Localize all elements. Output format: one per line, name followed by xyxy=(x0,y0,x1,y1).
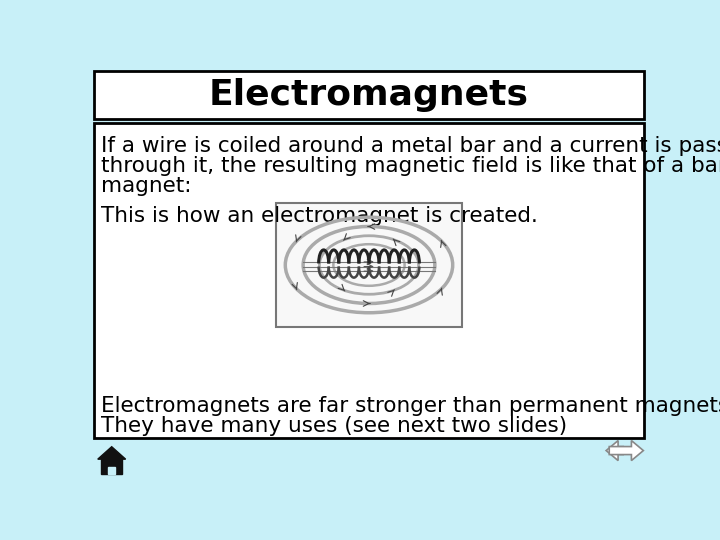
Polygon shape xyxy=(606,441,624,461)
Text: Electromagnets are far stronger than permanent magnets.: Electromagnets are far stronger than per… xyxy=(101,396,720,416)
Text: They have many uses (see next two slides): They have many uses (see next two slides… xyxy=(101,416,567,436)
Text: Electromagnets: Electromagnets xyxy=(209,78,529,112)
Bar xyxy=(276,204,462,327)
Text: through it, the resulting magnetic field is like that of a bar: through it, the resulting magnetic field… xyxy=(101,157,720,177)
Polygon shape xyxy=(98,447,126,459)
Bar xyxy=(108,467,115,475)
Text: This is how an electromagnet is created.: This is how an electromagnet is created. xyxy=(101,206,538,226)
Text: magnet:: magnet: xyxy=(101,177,192,197)
Bar xyxy=(94,71,644,119)
Polygon shape xyxy=(609,441,644,461)
Bar xyxy=(101,459,122,475)
Text: If a wire is coiled around a metal bar and a current is passed: If a wire is coiled around a metal bar a… xyxy=(101,137,720,157)
Bar xyxy=(94,123,644,438)
